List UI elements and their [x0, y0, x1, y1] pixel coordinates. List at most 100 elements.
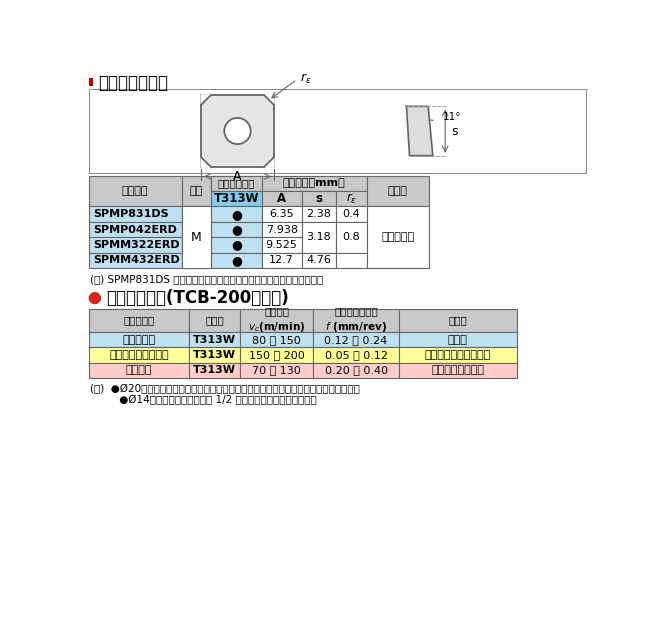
Bar	[88, 332, 189, 347]
Bar	[182, 176, 211, 207]
Bar	[314, 363, 399, 378]
Bar	[314, 332, 399, 347]
Circle shape	[224, 118, 251, 144]
Text: 70 〜 130: 70 〜 130	[252, 365, 301, 376]
Bar	[302, 207, 336, 222]
Text: 鋳　　鉄: 鋳 鉄	[126, 365, 152, 376]
Text: 7.938: 7.938	[266, 225, 298, 234]
Text: 水溶性または乾式: 水溶性または乾式	[431, 365, 484, 376]
Text: (注) SPMP831DS のチップブレーカにはディンプルはついていません。: (注) SPMP831DS のチップブレーカにはディンプルはついていません。	[90, 274, 323, 284]
Text: 寸　法　（mm）: 寸 法 （mm）	[283, 178, 346, 188]
Text: s: s	[315, 193, 322, 205]
Text: A: A	[277, 193, 286, 205]
Text: 水溶性: 水溶性	[447, 334, 467, 345]
Text: ●: ●	[231, 239, 242, 252]
Text: 2.38: 2.38	[306, 209, 331, 219]
Bar	[189, 363, 240, 378]
Text: 0.8: 0.8	[343, 232, 360, 242]
Bar	[182, 238, 211, 253]
Text: 9.525: 9.525	[266, 240, 298, 250]
Bar	[240, 363, 314, 378]
Bar	[240, 309, 314, 332]
Bar	[367, 207, 429, 268]
Bar	[367, 176, 429, 207]
Text: $r_\varepsilon$: $r_\varepsilon$	[300, 72, 312, 86]
Bar	[211, 207, 261, 222]
Text: 4.76: 4.76	[306, 255, 331, 265]
Text: 形　　番: 形 番	[122, 186, 148, 196]
Circle shape	[88, 292, 101, 304]
Polygon shape	[407, 106, 433, 155]
Bar	[261, 176, 367, 191]
Polygon shape	[264, 95, 274, 105]
Text: ●Ø14のものは送りを上表の 1/2 程度にしてご使用ください。: ●Ø14のものは送りを上表の 1/2 程度にしてご使用ください。	[90, 395, 317, 405]
Bar	[182, 222, 211, 238]
Bar	[88, 363, 189, 378]
Text: SPMP042ERD: SPMP042ERD	[93, 225, 178, 234]
Text: 3.18: 3.18	[306, 232, 331, 242]
Text: 回転当りの送り
$f$ (mm/rev): 回転当りの送り $f$ (mm/rev)	[325, 307, 387, 334]
Bar	[261, 238, 302, 253]
Bar	[88, 207, 182, 222]
Bar	[336, 207, 367, 222]
Text: 0.05 〜 0.12: 0.05 〜 0.12	[325, 350, 387, 360]
Bar	[314, 347, 399, 363]
Text: SPMP831DS: SPMP831DS	[93, 209, 169, 219]
Text: ステンレス鋼・軟鋼: ステンレス鋼・軟鋼	[110, 350, 169, 360]
Text: 80 〜 150: 80 〜 150	[252, 334, 301, 345]
Bar	[88, 222, 182, 238]
Bar	[336, 222, 367, 253]
Text: M: M	[191, 231, 202, 244]
Text: コーティング: コーティング	[218, 178, 255, 188]
Bar	[261, 207, 302, 222]
Bar	[399, 309, 517, 332]
Bar	[211, 253, 261, 268]
Bar	[302, 222, 336, 253]
Bar	[88, 89, 586, 173]
Bar	[399, 332, 517, 347]
Bar	[88, 309, 189, 332]
Polygon shape	[264, 157, 274, 167]
Bar	[211, 191, 261, 207]
Text: 0.20 〜 0.40: 0.20 〜 0.40	[325, 365, 387, 376]
Bar	[302, 253, 336, 268]
Bar	[240, 332, 314, 347]
Bar	[189, 347, 240, 363]
Bar	[336, 191, 367, 207]
Bar	[240, 347, 314, 363]
Text: 標準切削条件(TCB-200の場合): 標準切削条件(TCB-200の場合)	[106, 289, 288, 307]
Text: 鋼、鋳鉄用: 鋼、鋳鉄用	[381, 232, 414, 242]
Bar	[182, 207, 211, 268]
Bar	[302, 191, 336, 207]
Text: 6.35: 6.35	[269, 209, 294, 219]
Bar	[211, 176, 261, 191]
Text: SPMM432ERD: SPMM432ERD	[93, 255, 180, 265]
Text: 12.7: 12.7	[269, 255, 294, 265]
Text: 0.12 〜 0.24: 0.12 〜 0.24	[325, 334, 387, 345]
Bar	[336, 253, 367, 268]
Text: 水溶性（乾式は不可）: 水溶性（乾式は不可）	[424, 350, 491, 360]
Text: $r_\varepsilon$: $r_\varepsilon$	[346, 192, 357, 206]
Bar	[189, 309, 240, 332]
Text: 使用インサート: 使用インサート	[98, 73, 168, 91]
Text: T313W: T313W	[193, 350, 236, 360]
Text: 11°: 11°	[443, 112, 461, 122]
Text: 材　種: 材 種	[205, 315, 224, 325]
Text: SPMM322ERD: SPMM322ERD	[93, 240, 180, 250]
Bar	[261, 222, 302, 238]
Text: 精度: 精度	[190, 186, 203, 196]
Bar	[399, 347, 517, 363]
Bar	[189, 332, 240, 347]
Bar	[211, 238, 261, 253]
Bar	[88, 176, 182, 207]
Polygon shape	[201, 95, 211, 105]
Text: T313W: T313W	[214, 193, 259, 205]
Bar	[182, 207, 211, 222]
Bar	[88, 78, 93, 86]
Text: ●: ●	[231, 208, 242, 221]
Bar	[261, 191, 302, 207]
Bar	[261, 253, 302, 268]
Text: s: s	[451, 125, 458, 138]
Text: ●: ●	[231, 254, 242, 267]
Text: 切削速度
$v_c$(m/min): 切削速度 $v_c$(m/min)	[248, 307, 306, 334]
